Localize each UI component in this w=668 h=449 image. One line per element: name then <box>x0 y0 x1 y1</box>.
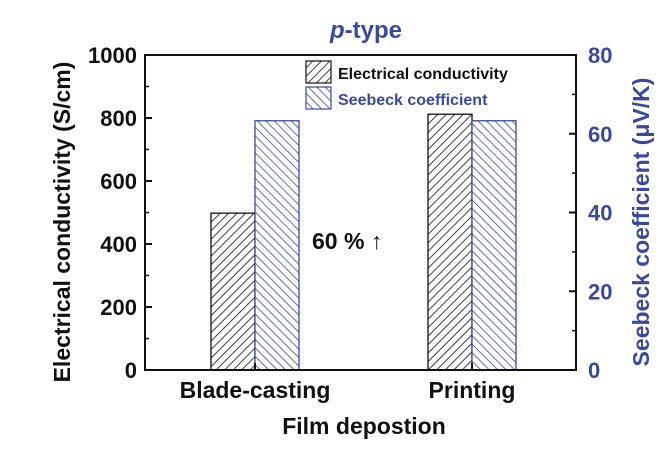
y-right-tick-label-3: 60 <box>588 122 612 147</box>
legend-label-seebeck: Seebeck coefficient <box>338 92 488 109</box>
bar-conductivity-1 <box>427 113 473 371</box>
y-tick-label-1: 200 <box>100 295 137 320</box>
y-tick-label-3: 600 <box>100 169 137 194</box>
x-tick-label-0: Blade-casting <box>180 377 331 403</box>
y-right-tick-label-2: 40 <box>588 201 612 226</box>
y-tick-label-2: 400 <box>100 232 137 257</box>
y-axis-label: Electrical conductivity (S/cm) <box>49 62 75 383</box>
plot-frame <box>144 54 577 371</box>
y-tick-label-4: 800 <box>100 106 137 131</box>
x-axis-label: Film depostion <box>282 413 446 439</box>
bar-seebeck-0 <box>254 120 300 371</box>
y-right-tick-label-4: 80 <box>588 43 612 68</box>
legend-label-conductivity: Electrical conductivity <box>338 66 508 83</box>
x-tick-label-1: Printing <box>429 377 516 403</box>
bar-conductivity-0 <box>210 212 256 371</box>
chart-title: p-type <box>329 17 402 44</box>
y-right-tick-label-0: 0 <box>588 358 600 383</box>
y-tick-label-5: 1000 <box>88 43 137 68</box>
legend: Electrical conductivity Seebeck coeffici… <box>305 60 508 110</box>
y-axis-label-right: Seebeck coefficient (μV/K) <box>628 78 654 367</box>
y-tick-label-0: 0 <box>125 358 137 383</box>
legend-swatch-conductivity <box>305 60 332 84</box>
annotation: 60 % ↑ <box>312 228 382 254</box>
bar-seebeck-1 <box>471 120 517 371</box>
legend-swatch-seebeck <box>305 86 332 110</box>
y-right-tick-label-1: 20 <box>588 279 612 304</box>
